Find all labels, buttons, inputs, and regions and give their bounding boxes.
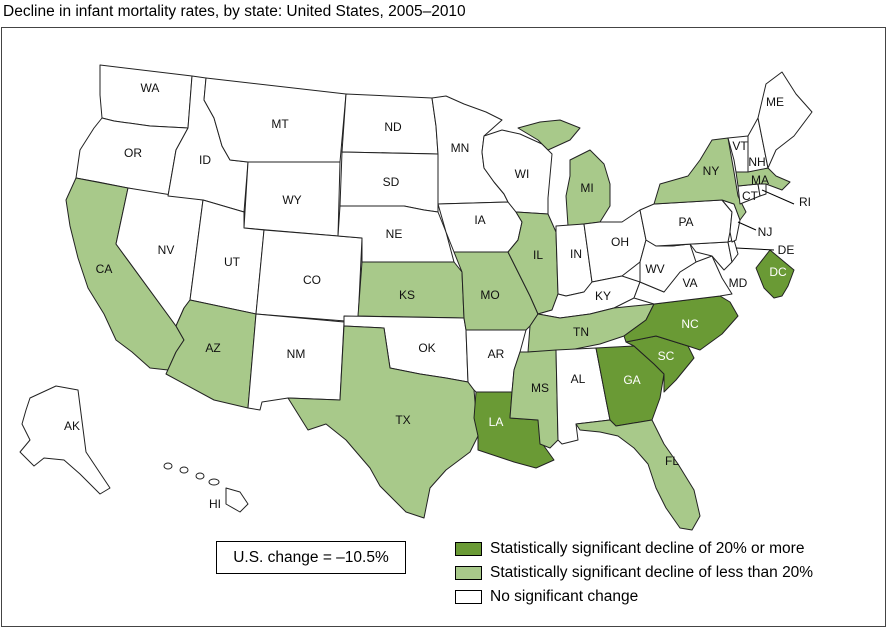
label-mt: MT xyxy=(271,117,289,131)
state-hi-island-2[interactable] xyxy=(195,472,205,480)
callout-line-ri xyxy=(761,189,795,205)
label-nj: NJ xyxy=(758,225,773,239)
state-hi-island-1[interactable] xyxy=(208,478,220,486)
label-md: MD xyxy=(729,276,748,290)
label-co: CO xyxy=(303,273,321,287)
label-vt: VT xyxy=(732,139,748,153)
label-hi: HI xyxy=(209,497,221,511)
state-tx[interactable] xyxy=(287,325,479,519)
label-sc: SC xyxy=(658,349,675,363)
label-or: OR xyxy=(124,146,142,160)
label-me: ME xyxy=(766,95,784,109)
label-az: AZ xyxy=(205,341,220,355)
label-mo: MO xyxy=(480,288,499,302)
label-id: ID xyxy=(199,153,211,167)
callout-line-nj xyxy=(737,221,757,231)
label-nh: NH xyxy=(748,155,765,169)
map-title: Decline in infant mortality rates, by st… xyxy=(3,3,466,20)
legend-label-moderate: Statistically significant decline of les… xyxy=(490,564,814,581)
label-ct: CT xyxy=(742,189,759,203)
state-hi-island-3[interactable] xyxy=(179,466,189,474)
label-sd: SD xyxy=(383,175,400,189)
label-wa: WA xyxy=(141,81,160,95)
state-mi[interactable] xyxy=(517,119,611,227)
label-la: LA xyxy=(489,415,504,429)
state-ny[interactable] xyxy=(653,137,747,221)
state-ne[interactable] xyxy=(337,205,455,263)
label-nd: ND xyxy=(384,120,402,134)
label-va: VA xyxy=(682,276,697,290)
legend-item-strong: Statistically significant decline of 20%… xyxy=(455,537,813,561)
label-il: IL xyxy=(533,248,543,262)
legend-item-none: No significant change xyxy=(455,585,813,609)
label-wi: WI xyxy=(515,167,530,181)
state-ma[interactable] xyxy=(735,167,791,191)
label-ga: GA xyxy=(623,373,640,387)
state-dc[interactable] xyxy=(755,249,795,299)
label-nc: NC xyxy=(681,317,699,331)
label-ar: AR xyxy=(488,347,505,361)
label-ok: OK xyxy=(418,341,435,355)
label-ks: KS xyxy=(399,288,415,302)
legend-swatch-moderate xyxy=(455,566,482,580)
label-nv: NV xyxy=(158,243,175,257)
label-wv: WV xyxy=(645,262,664,276)
label-ma: MA xyxy=(751,173,769,187)
legend-label-none: No significant change xyxy=(490,588,639,605)
state-hi-group xyxy=(163,462,249,513)
label-ri: RI xyxy=(799,195,811,209)
callout-lines xyxy=(735,189,795,251)
label-de: DE xyxy=(778,243,795,257)
legend-item-moderate: Statistically significant decline of les… xyxy=(455,561,813,585)
label-mn: MN xyxy=(451,141,470,155)
state-wa[interactable] xyxy=(99,64,193,129)
state-hi[interactable] xyxy=(225,487,249,513)
label-wy: WY xyxy=(282,193,301,207)
map-frame xyxy=(1,27,886,627)
callout-line-de xyxy=(735,247,775,251)
label-ia: IA xyxy=(474,213,485,227)
label-dc: DC xyxy=(769,265,787,279)
label-tn: TN xyxy=(573,325,589,339)
label-ca: CA xyxy=(96,262,113,276)
state-nm[interactable] xyxy=(247,313,345,411)
state-ia[interactable] xyxy=(437,201,523,253)
label-ne: NE xyxy=(386,227,403,241)
legend: Statistically significant decline of 20%… xyxy=(455,537,813,609)
state-nc[interactable] xyxy=(623,295,739,351)
label-ms: MS xyxy=(531,381,549,395)
legend-swatch-none xyxy=(455,590,482,604)
state-co[interactable] xyxy=(255,229,363,323)
state-fl[interactable] xyxy=(575,419,701,531)
legend-swatch-strong xyxy=(455,542,482,556)
label-nm: NM xyxy=(287,347,306,361)
label-ak: AK xyxy=(64,419,80,433)
state-ak[interactable] xyxy=(19,385,111,495)
label-fl: FL xyxy=(665,454,679,468)
state-hi-island-4[interactable] xyxy=(163,462,173,470)
state-vt[interactable] xyxy=(727,135,749,173)
label-ky: KY xyxy=(595,289,611,303)
label-pa: PA xyxy=(678,215,693,229)
label-ut: UT xyxy=(224,255,241,269)
label-oh: OH xyxy=(611,235,629,249)
label-ny: NY xyxy=(703,164,720,178)
label-tx: TX xyxy=(395,413,410,427)
legend-label-strong: Statistically significant decline of 20%… xyxy=(490,540,805,557)
label-mi: MI xyxy=(580,181,593,195)
us-change-box: U.S. change = –10.5% xyxy=(216,541,406,574)
state-me[interactable] xyxy=(757,71,813,169)
label-al: AL xyxy=(571,372,586,386)
label-in: IN xyxy=(570,247,582,261)
